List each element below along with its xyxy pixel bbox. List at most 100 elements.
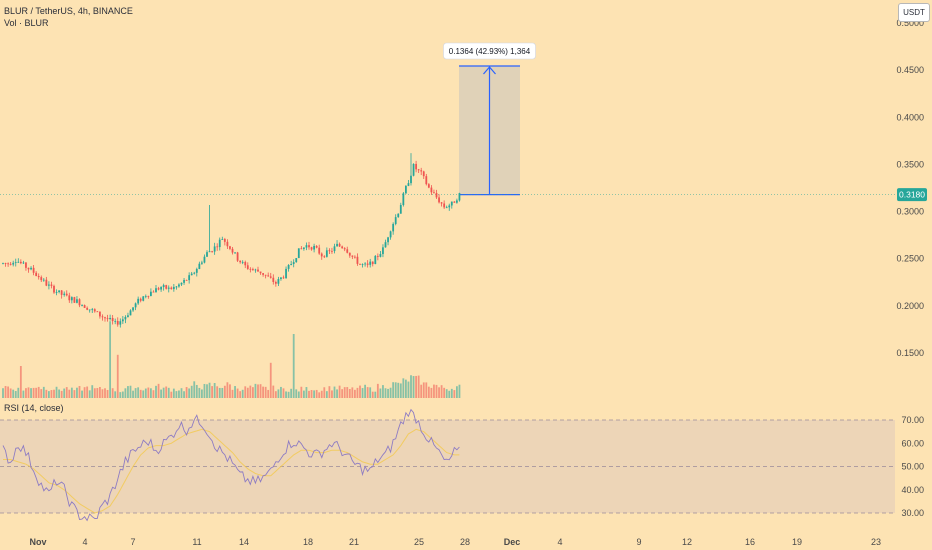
candle-body	[453, 201, 456, 203]
candle-body	[65, 293, 68, 296]
candle-body	[308, 245, 310, 248]
candle-body	[274, 281, 277, 284]
candle-body	[37, 275, 40, 278]
time-axis[interactable]: Nov 4 7 11 14 18 21 25 28 Dec 4 9 12 16 19 23	[29, 537, 881, 547]
candle-body	[448, 205, 451, 208]
candle-body	[399, 205, 402, 214]
volume-bar	[93, 388, 96, 398]
volume-bar	[134, 388, 137, 398]
candle-body	[364, 263, 366, 265]
candle-body	[35, 272, 38, 276]
volume-bar	[427, 386, 430, 398]
volume-bar	[300, 386, 303, 398]
volume-bar	[91, 385, 94, 398]
current-price-tag-bg	[897, 188, 927, 202]
price-tick-label: 0.4500	[896, 65, 924, 75]
volume-bar	[203, 383, 206, 398]
currency-button[interactable]: USDT	[898, 3, 930, 22]
candle-body	[246, 265, 249, 269]
volume-bar	[328, 386, 331, 398]
candle-body	[211, 251, 213, 253]
volume-bar	[78, 386, 81, 398]
price-tick-label: 0.3500	[896, 159, 924, 169]
candle-body	[88, 309, 91, 311]
candle-body	[392, 223, 395, 232]
candle-body	[384, 242, 387, 248]
volume-bar	[70, 387, 73, 398]
volume-bar	[241, 389, 244, 398]
candle-body	[440, 202, 443, 204]
volume-bar	[193, 381, 196, 398]
volume-bar	[440, 385, 443, 398]
symbol-title[interactable]: BLUR / TetherUS, 4h, BINANCE	[4, 6, 133, 16]
candle-body	[287, 264, 290, 269]
candle-body	[134, 303, 137, 308]
time-tick-label: 9	[636, 537, 641, 547]
rsi-line	[2, 408, 460, 522]
volume-bar	[259, 384, 262, 398]
candle-body	[269, 276, 272, 278]
volume-bar	[280, 386, 282, 398]
price-axis[interactable]: 0.1500 0.2000 0.2500 0.3000 0.3500 0.4000 0.45…	[896, 18, 924, 358]
volume-bar	[267, 389, 270, 398]
volume-bar	[68, 389, 71, 398]
candle-body	[157, 288, 160, 290]
candle-body	[356, 256, 359, 264]
measure-label-bg	[443, 42, 536, 60]
candle-body	[328, 250, 331, 252]
time-tick-label: 23	[871, 537, 881, 547]
volume-bar	[361, 388, 364, 398]
candle-body	[124, 316, 127, 320]
volume-bar	[81, 390, 83, 398]
volume-bar	[236, 388, 239, 398]
candle-body	[4, 263, 7, 264]
volume-bar	[336, 389, 338, 398]
rsi-axis[interactable]: 30.00 40.00 50.00 60.00 70.00	[901, 415, 924, 518]
candle-body	[73, 297, 76, 303]
candle-body	[86, 307, 89, 310]
candle-body	[76, 299, 78, 303]
rsi-pane	[0, 408, 895, 522]
volume-bar	[183, 391, 185, 398]
volume-bar	[323, 387, 326, 398]
candle-body	[264, 274, 267, 276]
candle-body	[30, 267, 32, 270]
candle-body	[402, 193, 405, 206]
candle-body	[236, 252, 239, 261]
volume-bar	[2, 388, 4, 398]
candle-body	[150, 291, 152, 296]
candle-body	[22, 262, 25, 264]
candle-body	[397, 213, 400, 218]
candle-body	[257, 269, 259, 272]
candle-body	[45, 279, 48, 286]
candle-body	[99, 311, 101, 317]
candle-body	[17, 261, 20, 263]
volume-bar	[144, 388, 147, 398]
volume-bar	[63, 388, 66, 398]
candle-body	[132, 307, 134, 311]
volume-bar	[303, 390, 305, 398]
candle-body	[68, 295, 71, 301]
candle-body	[239, 260, 242, 263]
candle-body	[83, 305, 86, 308]
volume-legend[interactable]: Vol · BLUR	[4, 18, 49, 28]
candle-body	[155, 288, 157, 293]
volume-bar	[167, 387, 170, 398]
candle-body	[376, 255, 379, 257]
candle-body	[359, 263, 361, 265]
candle-body	[310, 247, 313, 250]
volume-bar	[114, 391, 117, 398]
volume-bar	[234, 386, 236, 398]
volume-bar	[19, 366, 22, 398]
volume-bar	[430, 387, 433, 398]
candle-body	[379, 254, 382, 257]
candle-body	[348, 252, 351, 256]
candle-body	[241, 261, 244, 263]
volume-bar	[359, 385, 361, 398]
volume-bar	[277, 389, 280, 398]
price-tick-label: 0.2000	[896, 301, 924, 311]
rsi-legend[interactable]: RSI (14, close)	[4, 403, 64, 413]
candle-body	[430, 187, 433, 193]
candle-body	[55, 292, 58, 293]
